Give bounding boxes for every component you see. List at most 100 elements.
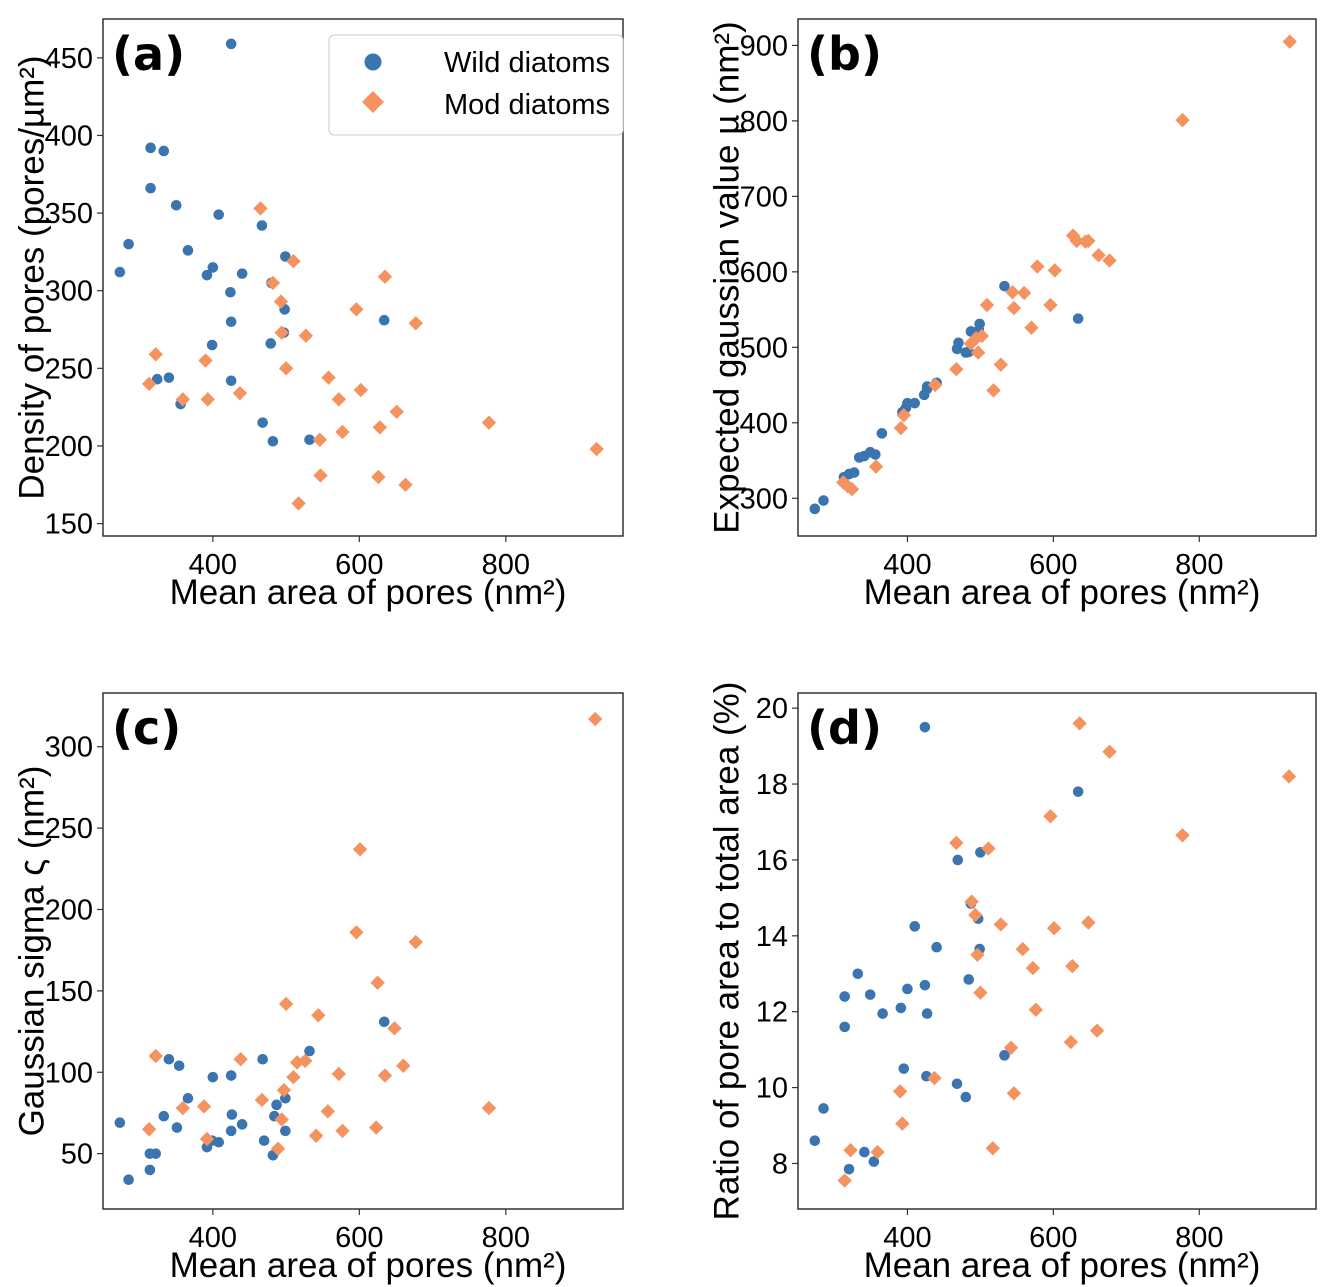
- y-tick-label: 800: [740, 106, 788, 138]
- data-point-mod: [964, 894, 979, 909]
- data-point-mod: [196, 1099, 212, 1114]
- y-tick-label: 200: [45, 431, 93, 463]
- data-point-mod: [298, 328, 314, 343]
- data-point-mod: [1024, 320, 1039, 335]
- y-tick-label: 200: [45, 894, 93, 926]
- y-axis-label: Ratio of pore area to total area (%): [708, 682, 747, 1221]
- data-point-mod: [278, 996, 294, 1012]
- data-point-mod: [233, 1052, 248, 1067]
- x-tick-label: 400: [189, 1222, 237, 1254]
- data-point-mod: [1047, 263, 1063, 278]
- data-point-wild: [952, 854, 964, 866]
- data-point-mod: [1065, 228, 1081, 243]
- data-point-wild: [206, 339, 218, 351]
- data-point-mod: [352, 842, 368, 857]
- x-tick-label: 600: [335, 549, 383, 581]
- data-point-mod: [1043, 297, 1058, 313]
- data-point-mod: [141, 1122, 157, 1137]
- data-point-wild: [963, 974, 975, 985]
- data-point-mod: [1043, 809, 1058, 824]
- data-point-mod: [1081, 233, 1096, 249]
- panel-label: (a): [112, 27, 185, 81]
- data-point-wild: [951, 1078, 963, 1090]
- data-point-wild: [225, 1125, 237, 1137]
- data-point-wild: [271, 1099, 282, 1111]
- data-point-mod: [840, 478, 855, 494]
- data-point-wild: [280, 1125, 291, 1137]
- y-axis-label: Density of pores (pores/µm²): [13, 55, 52, 499]
- data-point-mod: [408, 934, 423, 950]
- data-point-mod: [353, 382, 369, 398]
- data-point-mod: [895, 1116, 910, 1131]
- data-point-mod: [320, 1104, 336, 1119]
- data-point-mod: [253, 201, 268, 216]
- data-point-mod: [396, 1058, 411, 1073]
- data-point-mod: [232, 385, 248, 401]
- y-tick-label: 350: [45, 198, 93, 230]
- data-point-mod: [968, 907, 983, 923]
- data-point-mod: [973, 985, 988, 1000]
- data-point-wild: [225, 38, 237, 50]
- data-point-mod: [974, 328, 990, 344]
- y-tick-label: 300: [740, 483, 788, 515]
- data-point-mod: [985, 1141, 1000, 1156]
- data-point-mod: [200, 392, 215, 407]
- series-wild-diatoms: [809, 721, 1084, 1175]
- data-point-mod: [335, 424, 350, 440]
- panel-b: 400 600 800 300 400 500 600 700 800 900 Mean area …: [708, 18, 1317, 612]
- panel-c: 400 600 800 50 100 150 200 250 300 Mean area of p…: [13, 692, 624, 1285]
- data-point-wild: [818, 1103, 829, 1114]
- x-axis-label: Mean area of pores (nm²): [864, 1246, 1261, 1285]
- data-point-wild: [877, 1008, 888, 1019]
- data-point-wild: [843, 1163, 855, 1175]
- panel-a: 400 600 800 150 200 250 300 350 400 450 Mean area …: [13, 18, 624, 612]
- data-point-mod: [349, 302, 364, 317]
- panel-label: (c): [112, 701, 181, 755]
- data-point-mod: [1281, 769, 1297, 784]
- data-point-mod: [371, 469, 386, 485]
- data-point-wild: [225, 375, 237, 387]
- x-tick-label: 400: [883, 1222, 931, 1254]
- y-tick-label: 14: [756, 921, 788, 953]
- x-tick-label: 400: [883, 549, 931, 581]
- legend-label-wild: Wild diatoms: [444, 47, 610, 79]
- data-point-wild: [902, 397, 913, 409]
- data-point-mod: [387, 1021, 402, 1036]
- data-point-wild: [960, 1091, 972, 1103]
- data-point-mod: [844, 482, 860, 497]
- data-point-mod: [843, 1142, 858, 1158]
- data-point-wild: [145, 182, 156, 194]
- data-point-mod: [971, 345, 986, 360]
- y-tick-label: 900: [740, 30, 788, 62]
- data-point-wild: [213, 1136, 225, 1148]
- data-point-wild: [818, 495, 829, 506]
- data-point-mod: [968, 331, 984, 346]
- data-point-mod: [1091, 248, 1106, 263]
- data-point-wild: [257, 417, 268, 428]
- data-point-wild: [123, 238, 134, 250]
- data-point-mod: [1175, 828, 1190, 843]
- y-tick-label: 700: [740, 181, 788, 213]
- data-point-mod: [1102, 253, 1117, 268]
- data-point-wild: [909, 397, 921, 409]
- legend-marker-wild: [364, 53, 382, 71]
- y-tick-label: 20: [756, 693, 788, 725]
- data-point-wild: [864, 989, 876, 1000]
- data-point-mod: [1069, 233, 1084, 249]
- y-tick-label: 250: [45, 813, 93, 845]
- data-point-wild: [870, 449, 881, 460]
- y-tick-label: 8: [772, 1148, 788, 1180]
- data-point-mod: [1072, 716, 1087, 731]
- data-point-wild: [280, 251, 291, 262]
- x-tick-label: 800: [1175, 549, 1223, 581]
- data-point-mod: [837, 1173, 852, 1188]
- data-point-wild: [953, 337, 964, 349]
- data-point-mod: [370, 975, 385, 990]
- data-point-wild: [1072, 786, 1084, 797]
- data-point-mod: [1028, 1002, 1044, 1018]
- plot-frame: [797, 692, 1317, 1210]
- data-point-wild: [919, 721, 931, 733]
- y-tick-label: 300: [45, 732, 93, 764]
- data-point-mod: [963, 336, 979, 351]
